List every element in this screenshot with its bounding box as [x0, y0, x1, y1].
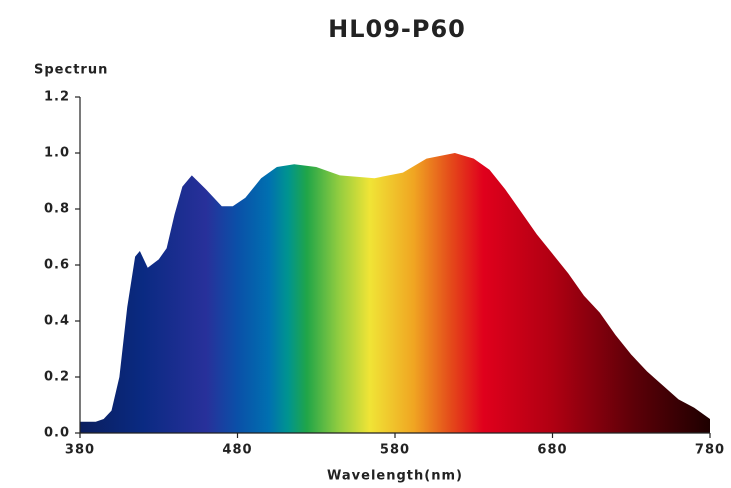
x-axis-label: Wavelength(nm) — [327, 469, 463, 484]
spectrum-area — [80, 153, 710, 433]
y-tick-label: 1.0 — [44, 146, 70, 161]
y-tick-label: 1.2 — [44, 90, 70, 105]
x-tick-label: 780 — [695, 443, 725, 458]
x-tick-label: 580 — [380, 443, 410, 458]
y-tick-label: 0.2 — [44, 370, 70, 385]
y-tick-label: 0.6 — [44, 258, 70, 273]
x-tick-label: 380 — [65, 443, 95, 458]
y-tick-label: 0.8 — [44, 202, 70, 217]
y-tick-label: 0.4 — [44, 314, 70, 329]
y-tick-label: 0.0 — [44, 426, 70, 441]
chart-title: HL09-P60 — [328, 15, 466, 43]
x-tick-label: 480 — [222, 443, 252, 458]
y-axis-label: Spectrun — [34, 63, 108, 78]
x-tick-label: 680 — [537, 443, 567, 458]
